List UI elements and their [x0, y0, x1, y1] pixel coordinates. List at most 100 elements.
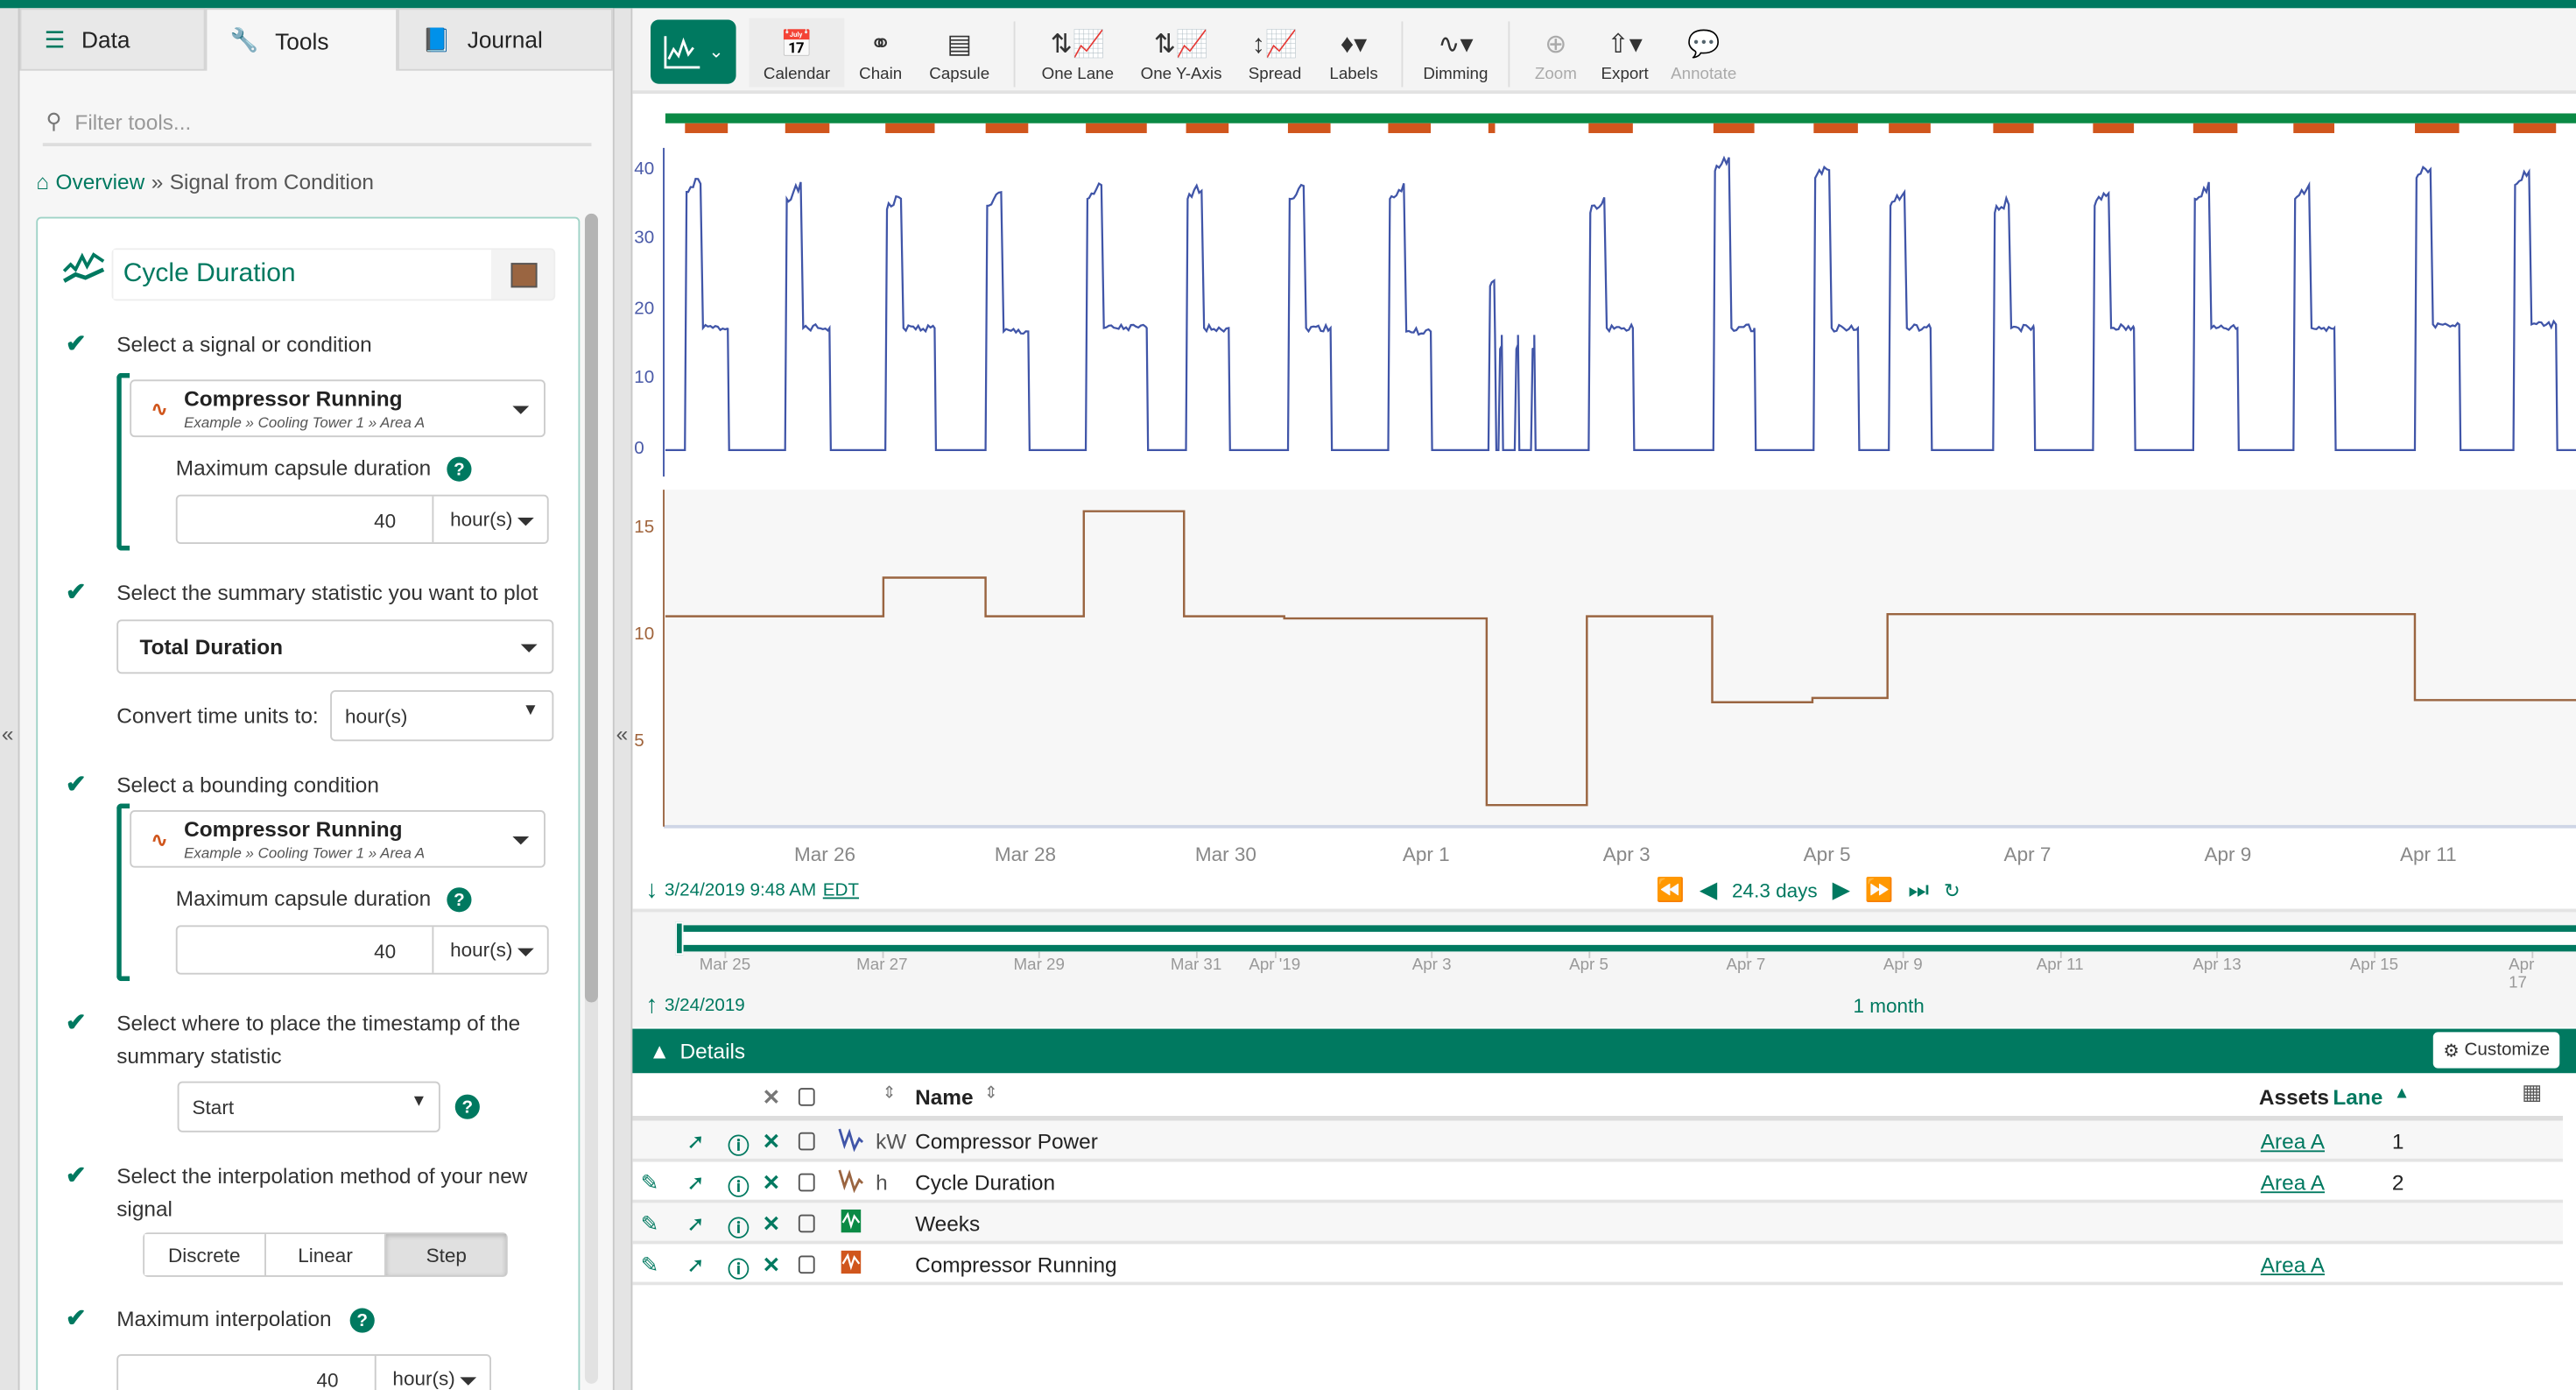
edit-icon[interactable]: ✎ — [640, 1169, 659, 1196]
zoom-button[interactable]: ⊕ Zoom — [1530, 18, 1582, 88]
chain-button[interactable]: ⚭ Chain — [851, 18, 911, 88]
remove-icon[interactable]: ✕ — [762, 1210, 781, 1236]
max-duration-input[interactable]: 40 — [178, 927, 434, 973]
interpolation-linear-button[interactable]: Linear — [265, 1234, 387, 1276]
row-checkbox[interactable] — [798, 1173, 815, 1192]
capsule-compressor-running[interactable] — [2192, 123, 2238, 133]
tab-journal[interactable]: 📘 Journal — [398, 8, 613, 71]
row-checkbox[interactable] — [798, 1214, 815, 1233]
overview-start-date[interactable]: 3/24/2019 — [664, 995, 745, 1015]
display-range-start[interactable]: ↓ 3/24/2019 9:48 AM EDT — [645, 876, 859, 904]
interpolation-step-button[interactable]: Step — [386, 1234, 506, 1276]
info-icon[interactable]: ⓘ — [728, 1257, 750, 1282]
unit-select[interactable]: hour(s) — [450, 938, 513, 962]
max-duration-input[interactable]: 40 — [178, 496, 434, 543]
capsule-compressor-running[interactable] — [785, 123, 830, 133]
column-lane[interactable]: Lane — [2333, 1084, 2383, 1110]
breadcrumb-overview-link[interactable]: Overview — [55, 169, 145, 194]
annotate-button[interactable]: 💬 Annotate — [1667, 18, 1740, 88]
capsule-compressor-running[interactable] — [1713, 123, 1755, 133]
capsule-weeks[interactable] — [665, 113, 2576, 123]
remove-icon[interactable]: ✕ — [762, 1252, 781, 1277]
home-icon[interactable]: ⌂ — [36, 169, 50, 194]
export-button[interactable]: ⇧▾ Export — [1595, 18, 1655, 88]
calendar-button[interactable]: 📅 Calendar — [749, 18, 845, 88]
edit-icon[interactable]: ✎ — [640, 1252, 659, 1277]
sort-icon[interactable]: ⇕ — [882, 1084, 897, 1103]
max-duration-field[interactable]: 40 hour(s) — [175, 494, 549, 545]
rocket-icon[interactable]: ➚ — [686, 1210, 705, 1236]
collapse-left-icon[interactable]: « — [1, 721, 14, 746]
capsule-compressor-running[interactable] — [1889, 123, 1931, 133]
row-checkbox[interactable] — [798, 1255, 815, 1274]
info-icon[interactable]: ⓘ — [728, 1216, 750, 1241]
capsule-compressor-running[interactable] — [1813, 123, 1858, 133]
help-icon[interactable]: ? — [447, 887, 472, 913]
capsule-compressor-running[interactable] — [2293, 123, 2335, 133]
one-lane-button[interactable]: ⇅📈 One Lane — [1035, 18, 1121, 88]
rocket-icon[interactable]: ➚ — [686, 1169, 705, 1196]
capsule-compressor-running[interactable] — [1186, 123, 1229, 133]
overview-start-handle[interactable] — [675, 921, 684, 956]
customize-button[interactable]: ⚙ Customize — [2433, 1032, 2560, 1069]
left-collapse-strip[interactable]: « — [0, 8, 20, 1390]
row-checkbox[interactable] — [798, 1132, 815, 1151]
trend-chart[interactable] — [0, 0, 2576, 855]
help-icon[interactable]: ? — [447, 456, 472, 482]
dimming-button[interactable]: ∿▾ Dimming — [1418, 18, 1493, 88]
tools-panel-scrollbar[interactable] — [584, 213, 598, 1384]
unit-select[interactable]: hour(s) — [392, 1367, 455, 1390]
capsule-compressor-running[interactable] — [1287, 123, 1331, 133]
overview-start[interactable]: ↑ 3/24/2019 — [645, 991, 744, 1019]
start-time[interactable]: 3/24/2019 9:48 AM — [664, 879, 817, 900]
collapse-left-icon[interactable]: « — [616, 721, 629, 746]
scrollbar-thumb[interactable] — [584, 213, 598, 1003]
skip-to-now-icon[interactable]: ⏭ — [1908, 876, 1929, 903]
capsule-compressor-running[interactable] — [2093, 123, 2135, 133]
max-interpolation-input[interactable]: 40 — [118, 1355, 377, 1390]
color-picker-swatch[interactable] — [510, 263, 538, 288]
tool-name-field[interactable]: Cycle Duration — [111, 248, 556, 301]
step-forward-half-icon[interactable]: ▶ — [1832, 876, 1850, 903]
table-row[interactable]: ✎ ➚ ⓘ ✕ h Cycle Duration Area A 2 — [632, 1162, 2564, 1203]
middle-collapse-strip[interactable]: « — [612, 8, 633, 1390]
max-interpolation-field[interactable]: 40 hour(s) — [116, 1354, 492, 1390]
tab-tools[interactable]: 🔧 Tools — [205, 8, 398, 71]
overview-duration[interactable]: 1 month — [1853, 994, 1925, 1018]
column-settings-icon[interactable]: ▦ — [2522, 1079, 2543, 1104]
step-forward-full-icon[interactable]: ⏩ — [1864, 876, 1894, 903]
signal-select[interactable]: ∿ Compressor Running Example » Cooling T… — [130, 379, 545, 438]
remove-icon[interactable]: ✕ — [762, 1169, 781, 1196]
capsule-compressor-running[interactable] — [1086, 123, 1147, 133]
timezone-link[interactable]: EDT — [822, 879, 860, 900]
capsule-compressor-running[interactable] — [1488, 123, 1496, 133]
convert-units-select[interactable]: hour(s) ▼ — [330, 690, 554, 742]
timestamp-select[interactable]: Start ▼ — [177, 1081, 440, 1132]
asset-link[interactable]: Area A — [2260, 1169, 2326, 1196]
filter-tools-input[interactable]: ⚲ Filter tools... — [42, 100, 592, 146]
capsule-compressor-running[interactable] — [1588, 123, 1633, 133]
interpolation-discrete-button[interactable]: Discrete — [144, 1234, 266, 1276]
column-name[interactable]: Name — [915, 1084, 974, 1110]
table-row[interactable]: ➚ ⓘ ✕ kW Compressor Power Area A 1 — [632, 1120, 2564, 1162]
capsule-compressor-running[interactable] — [1993, 123, 2034, 133]
select-all-checkbox[interactable] — [798, 1088, 815, 1106]
help-icon[interactable]: ? — [454, 1094, 480, 1119]
remove-all-icon[interactable]: ✕ — [762, 1084, 781, 1110]
capsule-compressor-running[interactable] — [885, 123, 935, 133]
capsule-compressor-running[interactable] — [2513, 123, 2557, 133]
tool-name-value[interactable]: Cycle Duration — [113, 250, 492, 300]
rocket-icon[interactable]: ➚ — [686, 1252, 705, 1277]
bounding-condition-select[interactable]: ∿ Compressor Running Example » Cooling T… — [130, 810, 545, 868]
view-switcher-button[interactable]: ⌄ — [651, 19, 736, 84]
duration-value[interactable]: 24.3 days — [1732, 878, 1818, 902]
sort-icon[interactable]: ⇕ — [983, 1084, 998, 1103]
capsule-compressor-running[interactable] — [685, 123, 728, 133]
asset-link[interactable]: Area A — [2260, 1252, 2326, 1277]
spread-button[interactable]: ↕📈 Spread — [1242, 18, 1307, 88]
capsule-compressor-running[interactable] — [1388, 123, 1432, 133]
step-back-full-icon[interactable]: ⏪ — [1656, 876, 1686, 903]
statistic-select[interactable]: Total Duration — [116, 619, 554, 674]
step-back-half-icon[interactable]: ◀ — [1699, 876, 1718, 903]
capsule-button[interactable]: ▤ Capsule — [922, 18, 997, 88]
